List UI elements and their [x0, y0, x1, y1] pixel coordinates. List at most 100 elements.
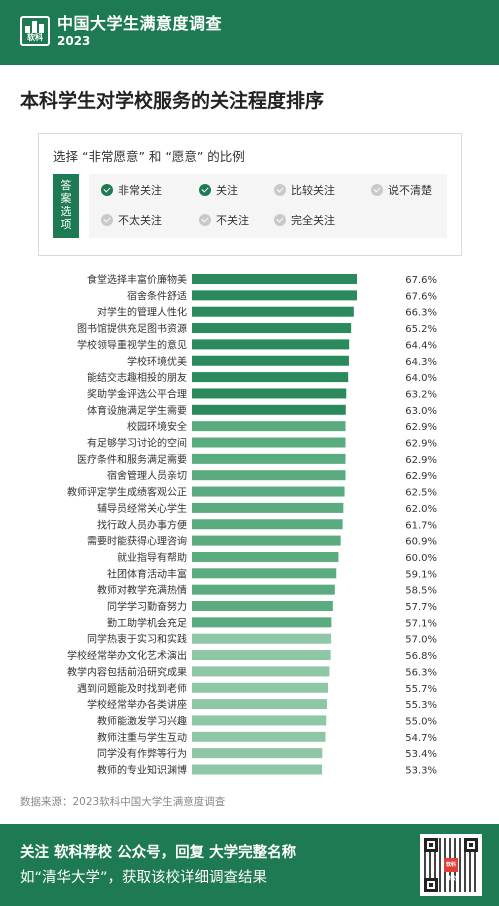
category-label: 教师对教学充满热情 — [97, 584, 187, 597]
value-label: 57.7% — [405, 602, 437, 613]
category-label: 宿舍管理人员亲切 — [107, 469, 187, 482]
bar — [192, 453, 346, 464]
brand-title: 中国大学生满意度调查 — [57, 14, 223, 33]
footer-line-2: 如“清华大学”，获取该校详细调查结果 — [20, 870, 268, 886]
value-label: 62.0% — [405, 504, 437, 515]
category-label: 食堂选择丰富价廉物美 — [87, 273, 187, 286]
footer: 关注 软科荐校 公众号，回复 大学完整名称 如“清华大学”，获取该校详细调查结果… — [0, 824, 499, 906]
bar — [192, 748, 323, 759]
qr-finder — [424, 878, 438, 892]
category-label: 教师评定学生成绩客观公正 — [67, 486, 187, 499]
value-label: 62.5% — [405, 488, 437, 499]
option-not-concerned: 不关注 — [199, 214, 249, 228]
value-label: 63.2% — [405, 389, 437, 400]
bar — [192, 666, 330, 677]
option-concerned: 关注 — [199, 184, 238, 198]
category-label: 医疗条件和服务满足需要 — [77, 453, 187, 466]
category-label: 需要时能获得心理咨询 — [87, 535, 187, 548]
option-label: 说不清楚 — [388, 184, 432, 197]
content-card: 本科学生对学校服务的关注程度排序 选择 “非常愿意” 和 “愿意” 的比例 答案… — [0, 65, 499, 824]
category-label: 辅导员经常关心学生 — [97, 502, 187, 515]
category-label: 教师能激发学习兴趣 — [97, 714, 187, 727]
legend-question: 选择 “非常愿意” 和 “愿意” 的比例 — [53, 149, 245, 164]
bar — [192, 731, 326, 742]
value-label: 62.9% — [405, 422, 437, 433]
bar — [192, 535, 341, 546]
category-label: 学校领导重视学生的意见 — [77, 338, 187, 351]
value-label: 57.1% — [405, 618, 437, 629]
bar — [192, 633, 332, 644]
value-label: 67.6% — [405, 275, 437, 286]
check-icon — [274, 214, 286, 226]
qr-finder — [464, 838, 478, 852]
value-label: 67.6% — [405, 291, 437, 302]
value-label: 62.9% — [405, 439, 437, 450]
bar-chart: 食堂选择丰富价廉物美 67.6% 宿舍条件舒适 67.6% 对学生的管理人性化 66.3%… — [67, 273, 437, 777]
value-label: 55.3% — [405, 700, 437, 711]
legend-box: 选择 “非常愿意” 和 “愿意” 的比例 答案选项 非常关注 关注 比较关注 说… — [38, 133, 462, 256]
check-icon — [274, 184, 286, 196]
value-label: 64.4% — [405, 340, 437, 351]
option-not-very-concerned: 不太关注 — [101, 214, 162, 228]
category-label: 学校经常举办文化艺术演出 — [67, 649, 187, 662]
category-label: 校园环境安全 — [127, 420, 187, 433]
check-icon — [199, 184, 211, 196]
bar — [192, 306, 354, 317]
logo-text: 软科 — [27, 33, 43, 42]
data-source: 数据来源：2023软科中国大学生满意度调查 — [20, 796, 226, 808]
answer-label-text: 答案选项 — [60, 179, 72, 231]
value-label: 63.0% — [405, 406, 437, 417]
category-label: 遇到问题能及时找到老师 — [77, 682, 187, 695]
footer-line-1: 关注 软科荐校 公众号，回复 大学完整名称 — [20, 845, 297, 861]
bar — [192, 372, 349, 383]
value-label: 61.7% — [405, 520, 437, 531]
bar — [192, 355, 349, 366]
bar — [192, 437, 346, 448]
value-label: 64.0% — [405, 373, 437, 384]
option-label: 完全关注 — [291, 214, 335, 227]
page-title: 本科学生对学校服务的关注程度排序 — [20, 90, 325, 112]
bar — [192, 339, 350, 350]
bar — [192, 486, 345, 497]
option-completely-concerned: 完全关注 — [274, 214, 335, 228]
category-label: 就业指导有帮助 — [117, 551, 187, 564]
bar — [192, 764, 323, 775]
value-label: 66.3% — [405, 308, 437, 319]
header: 软科 中国大学生满意度调查 2023 — [0, 0, 499, 62]
option-label: 关注 — [216, 184, 238, 197]
category-label: 教学内容包括前沿研究成果 — [67, 665, 187, 678]
bar — [192, 650, 331, 661]
answer-options: 非常关注 关注 比较关注 说不清楚 不太关注 不关注 完全关注 — [89, 174, 447, 238]
bar — [192, 421, 346, 432]
bar — [192, 404, 346, 415]
bar — [192, 715, 327, 726]
bar — [192, 502, 344, 513]
bar — [192, 290, 357, 301]
value-label: 65.2% — [405, 324, 437, 335]
bar — [192, 323, 352, 334]
option-label: 不关注 — [216, 214, 249, 227]
bar — [192, 617, 332, 628]
value-label: 56.3% — [405, 667, 437, 678]
value-label: 54.7% — [405, 733, 437, 744]
qr-code[interactable]: 软科荐校 — [420, 834, 482, 896]
category-label: 勤工助学机会充足 — [107, 616, 187, 629]
category-label: 教师的专业知识渊博 — [97, 764, 187, 777]
category-label: 学校环境优美 — [127, 355, 187, 368]
value-label: 59.1% — [405, 569, 437, 580]
value-label: 56.8% — [405, 651, 437, 662]
bar — [192, 682, 328, 693]
category-label: 社团体育活动丰富 — [107, 567, 187, 580]
bar — [192, 568, 337, 579]
category-label: 同学没有作弊等行为 — [97, 747, 187, 760]
bar — [192, 388, 347, 399]
value-label: 62.9% — [405, 455, 437, 466]
category-label: 奖助学金评选公平合理 — [87, 387, 187, 400]
category-label: 宿舍条件舒适 — [127, 289, 187, 302]
category-label: 对学生的管理人性化 — [97, 306, 187, 319]
bar — [192, 551, 339, 562]
bar — [192, 699, 327, 710]
category-label: 能结交志趣相投的朋友 — [87, 371, 187, 384]
ranking-logo-icon: 软科 — [20, 16, 50, 46]
category-label: 找行政人员办事方便 — [97, 518, 187, 531]
